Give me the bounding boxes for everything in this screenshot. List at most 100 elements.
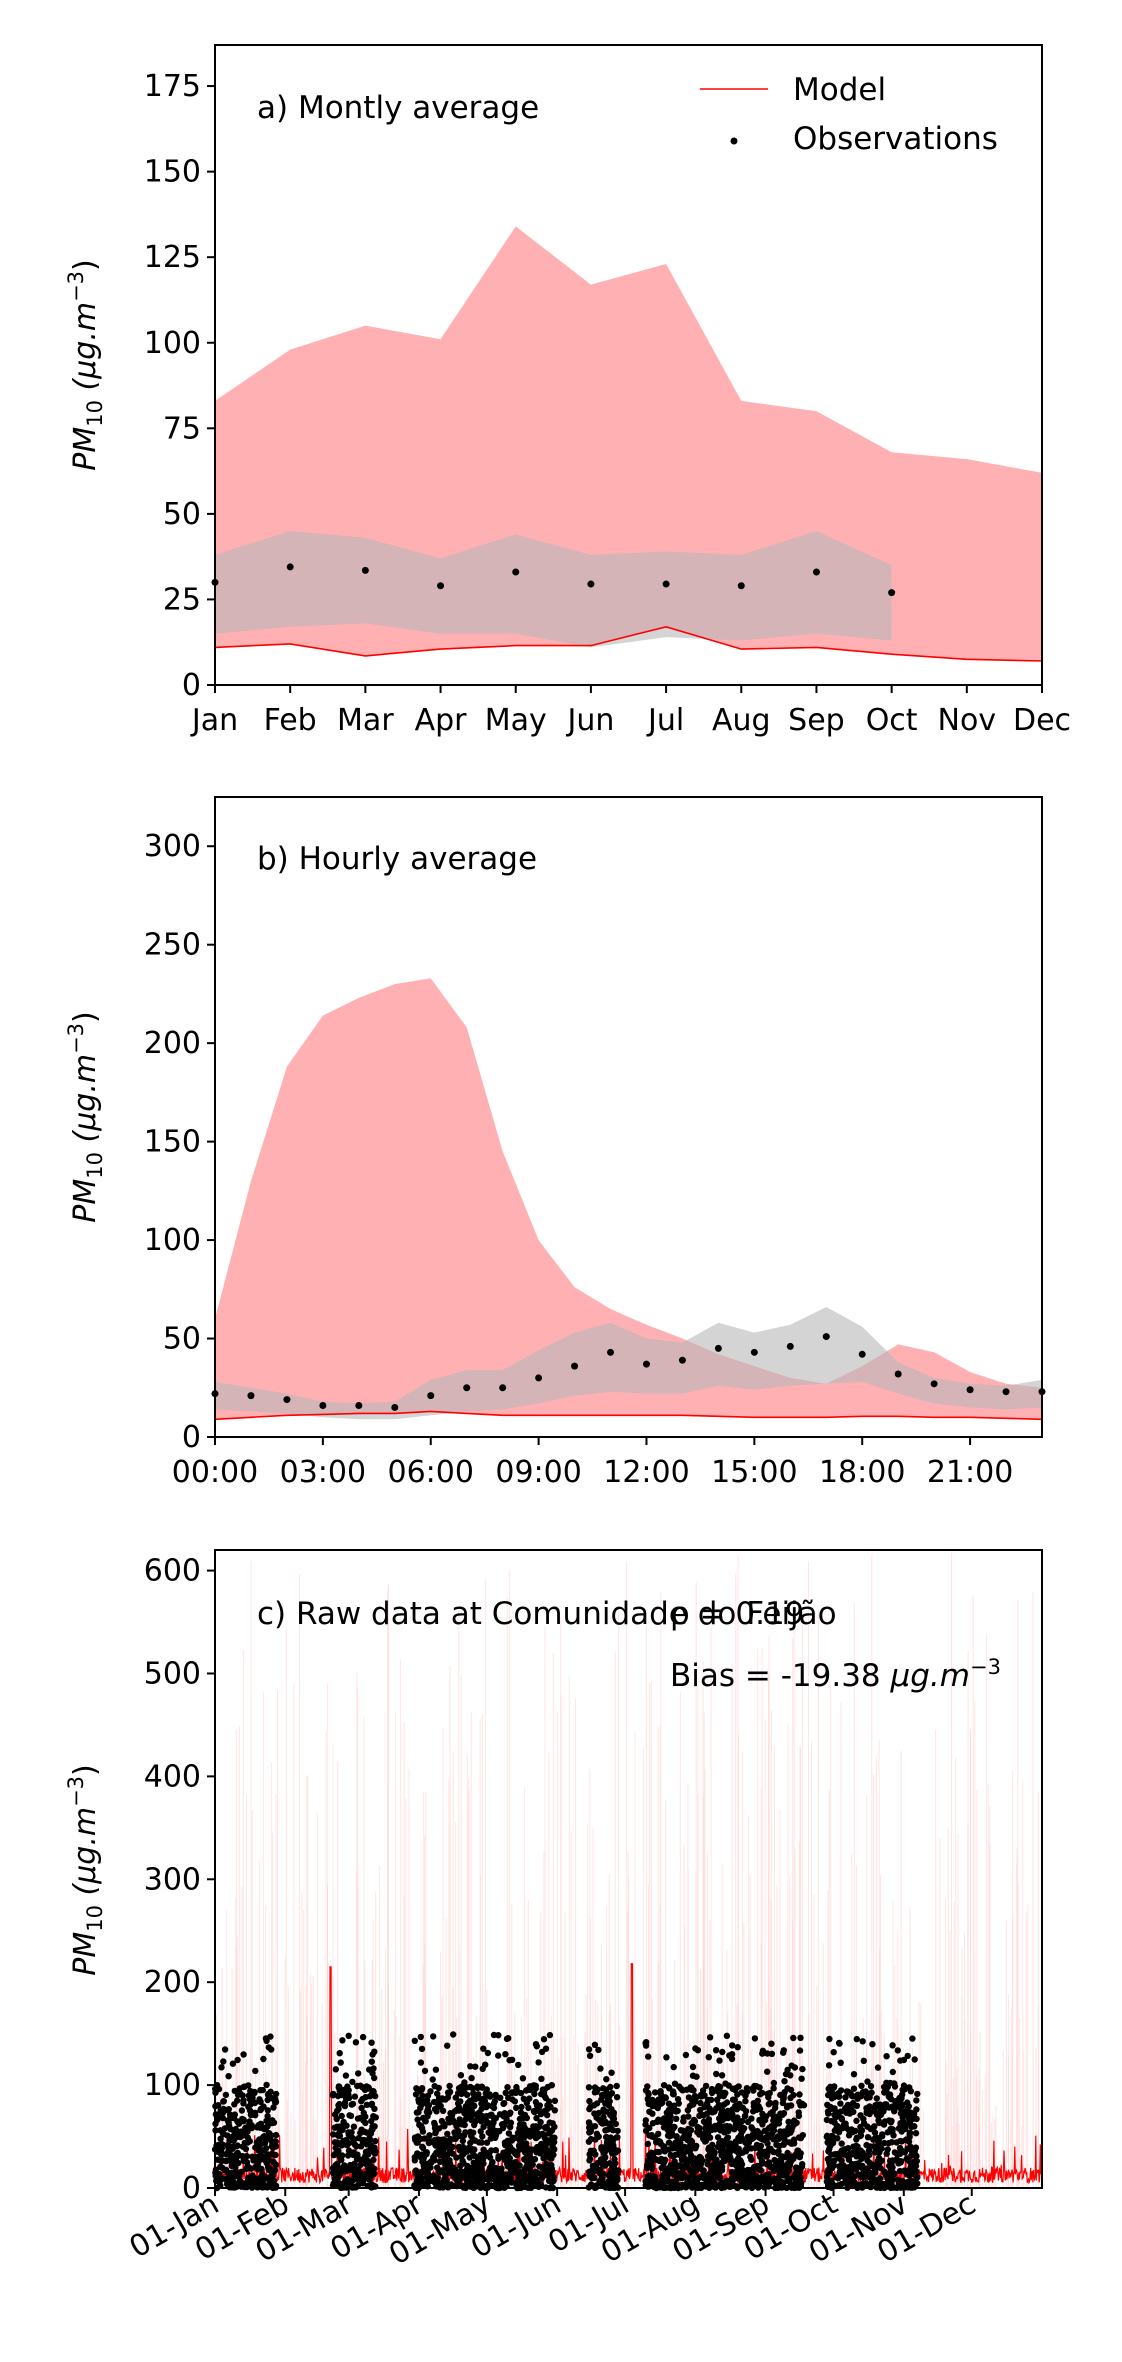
observation-point — [357, 2156, 365, 2163]
observation-point — [414, 2116, 421, 2123]
observation-point — [268, 2169, 276, 2176]
observation-point — [883, 2079, 890, 2086]
observation-point — [516, 2128, 524, 2136]
observation-point — [496, 2171, 504, 2178]
observation-point — [889, 2042, 896, 2049]
observation-point — [231, 2101, 238, 2108]
observation-point — [845, 2132, 853, 2139]
observation-point — [646, 2132, 653, 2139]
observation-point — [446, 2157, 453, 2164]
observation-point — [454, 2180, 461, 2188]
observation-point — [493, 2179, 500, 2186]
observation-point — [715, 2173, 723, 2181]
observation-point — [551, 2107, 558, 2114]
observation-point — [661, 2094, 668, 2102]
observation-point — [345, 2129, 352, 2136]
observation-point — [542, 2136, 549, 2144]
observation-point — [453, 2154, 460, 2161]
observation-point — [857, 2128, 864, 2135]
observation-point — [775, 2147, 782, 2155]
observation-point — [456, 2143, 463, 2151]
observation-point — [249, 2096, 256, 2103]
observation-point — [754, 2179, 761, 2186]
observation-point — [644, 2140, 652, 2148]
y-tick-label: 300 — [144, 1862, 201, 1897]
observation-point — [530, 2107, 538, 2115]
observation-point — [490, 2031, 498, 2039]
observation-point — [858, 1350, 866, 1358]
observation-point — [913, 2157, 920, 2165]
observation-point — [608, 2090, 616, 2097]
observation-points — [211, 2031, 921, 2192]
observation-point — [240, 2051, 247, 2058]
y-tick-label: 400 — [144, 1759, 201, 1794]
observation-point — [370, 2170, 378, 2178]
observation-point — [750, 2163, 758, 2171]
observation-point — [602, 2127, 609, 2134]
observation-point — [812, 568, 820, 576]
observation-point — [536, 2123, 543, 2130]
observation-point — [417, 2170, 425, 2177]
observation-point — [796, 2091, 803, 2098]
observation-point — [224, 2169, 232, 2176]
observation-point — [840, 2162, 847, 2169]
observation-point — [864, 2134, 872, 2141]
observation-point — [483, 2139, 491, 2146]
observation-point — [355, 1401, 363, 1409]
observation-point — [431, 2098, 438, 2106]
observation-point — [254, 2124, 261, 2131]
y-tick-label: 150 — [144, 155, 201, 190]
observation-point — [363, 2083, 370, 2090]
observation-point — [860, 2115, 867, 2123]
observation-point — [485, 2151, 493, 2158]
observation-point — [703, 2110, 711, 2117]
observation-point — [673, 2115, 680, 2122]
observation-point — [796, 2169, 803, 2176]
observation-point — [365, 2166, 373, 2173]
observation-point — [225, 2073, 232, 2080]
observation-point — [833, 2125, 840, 2132]
observation-point — [333, 2115, 340, 2123]
observation-point — [837, 2108, 844, 2115]
observation-point — [756, 2145, 764, 2153]
observation-point — [272, 2090, 280, 2098]
y-tick-label: 75 — [163, 411, 201, 446]
observation-point — [743, 2088, 751, 2095]
observation-point — [718, 2106, 726, 2113]
observation-point — [826, 2161, 833, 2169]
observation-point — [843, 2177, 851, 2185]
observation-point — [269, 2117, 276, 2124]
observation-point — [260, 2133, 267, 2141]
observation-point — [342, 2168, 349, 2175]
observation-point — [260, 2055, 267, 2063]
observation-point — [868, 2089, 875, 2096]
observation-point — [548, 2082, 555, 2089]
observation-point — [546, 2031, 554, 2039]
observation-point — [335, 2083, 343, 2090]
observation-point — [341, 2099, 349, 2106]
x-tick-label: Mar — [337, 703, 394, 738]
observation-point — [354, 2151, 361, 2159]
observation-point — [586, 2052, 594, 2059]
observation-point — [349, 2100, 357, 2108]
observation-point — [787, 2072, 794, 2079]
observation-point — [729, 2042, 736, 2049]
observation-point — [783, 2104, 791, 2111]
observation-points — [211, 563, 896, 597]
observation-point — [834, 2135, 841, 2142]
observation-point — [966, 1386, 974, 1394]
observation-point — [352, 2039, 360, 2046]
observation-point — [750, 2103, 758, 2110]
observation-point — [848, 2164, 856, 2171]
observation-point — [501, 2156, 509, 2163]
observation-point — [474, 2157, 482, 2164]
observation-point — [542, 2045, 550, 2052]
observation-point — [474, 2115, 481, 2122]
observation-point — [539, 2130, 546, 2137]
x-tick-label: Sep — [788, 703, 845, 738]
observation-point — [341, 2162, 348, 2169]
observation-point — [222, 2176, 230, 2183]
observation-point — [367, 2144, 375, 2152]
observation-point — [241, 2083, 248, 2090]
